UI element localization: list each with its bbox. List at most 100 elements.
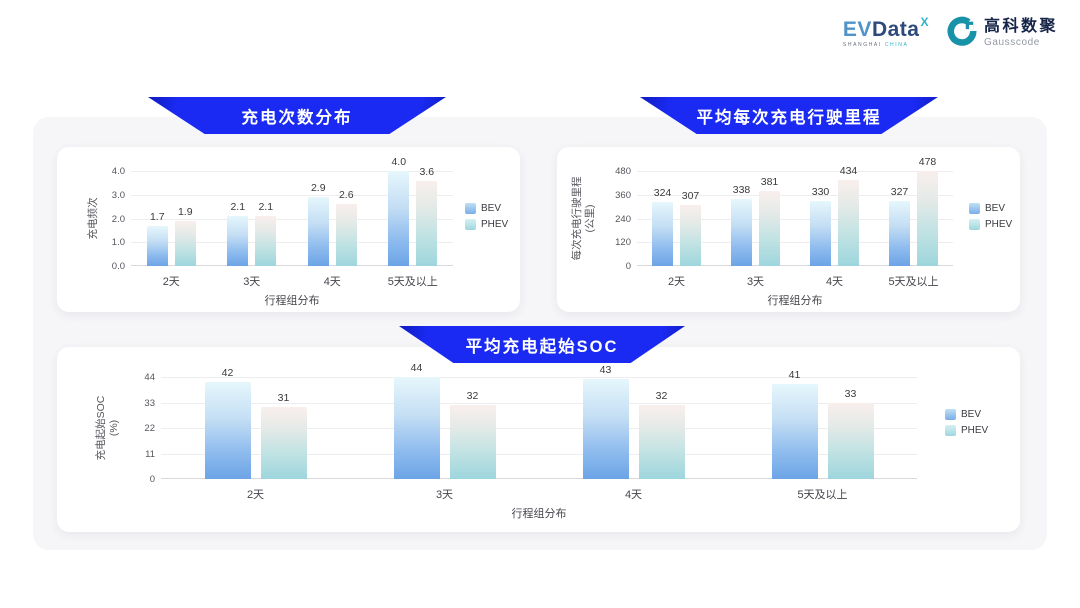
x-category-label: 5天及以上 bbox=[387, 276, 438, 288]
evdata-subtext-china: CHINA bbox=[884, 42, 909, 48]
bar-phev bbox=[827, 402, 874, 479]
gausscode-icon bbox=[947, 16, 977, 51]
legend-item-bev: BEV bbox=[465, 203, 508, 214]
x-category-label: 4天 bbox=[624, 489, 643, 501]
legend-item-phev: PHEV bbox=[465, 219, 508, 230]
gausscode-en-name: Gausscode bbox=[983, 37, 1040, 48]
legend-swatch-phev bbox=[969, 219, 980, 230]
bar-bev bbox=[227, 216, 249, 266]
legend-item-phev: PHEV bbox=[969, 219, 1012, 230]
bar-value-label: 2.1 bbox=[230, 201, 246, 214]
bar-phev bbox=[838, 180, 859, 266]
x-axis-baseline bbox=[131, 265, 453, 266]
y-tick-label: 22 bbox=[144, 423, 155, 434]
bar-value-label: 2.6 bbox=[338, 189, 354, 202]
x-category-label: 2天 bbox=[667, 276, 686, 288]
legend-label: BEV bbox=[985, 203, 1006, 214]
y-axis-label: 每次充电行驶里程 (公里) bbox=[571, 149, 597, 288]
bar-value-label: 44 bbox=[410, 362, 423, 374]
x-category-label: 3天 bbox=[435, 489, 454, 501]
bar-value-label: 2.1 bbox=[258, 201, 274, 214]
bar-bev bbox=[204, 381, 251, 479]
x-category-label: 2天 bbox=[246, 489, 265, 501]
plot-area: 1.7 1.9 2.1 2.1 2.9 2.6 4.0 3.6 bbox=[131, 156, 453, 266]
y-tick-label: 0 bbox=[149, 474, 155, 485]
y-tick-label: 0 bbox=[625, 261, 631, 272]
plot-area: 42 31 44 32 43 32 41 33 bbox=[161, 362, 917, 479]
legend-label: BEV bbox=[961, 409, 982, 420]
bar-phev bbox=[416, 180, 438, 266]
legend: BEV PHEV bbox=[945, 409, 988, 436]
x-axis-label: 行程组分布 bbox=[264, 295, 320, 307]
bar-value-label: 478 bbox=[918, 156, 937, 169]
y-tick-label: 240 bbox=[615, 213, 631, 225]
y-tick-label: 2.0 bbox=[111, 213, 125, 225]
y-tick-label: 3.0 bbox=[111, 189, 125, 201]
evdata-x-superscript: X bbox=[920, 15, 929, 29]
bar-value-label: 327 bbox=[890, 186, 909, 199]
bar-value-label: 41 bbox=[788, 368, 801, 381]
evdata-ev-text: EV bbox=[842, 18, 872, 41]
bar-bev bbox=[652, 201, 673, 266]
bar-bev bbox=[582, 379, 629, 479]
bar-value-label: 1.9 bbox=[177, 205, 193, 218]
legend: BEV PHEV bbox=[465, 203, 508, 230]
gridline bbox=[161, 453, 917, 455]
gridline bbox=[131, 171, 453, 172]
y-axis-label-line2: (公里) bbox=[584, 204, 596, 233]
banner-charging-count: 充电次数分布 bbox=[148, 97, 446, 134]
bar-bev bbox=[889, 201, 910, 266]
banner-title: 充电次数分布 bbox=[241, 108, 353, 127]
bar-value-label: 33 bbox=[844, 387, 857, 400]
y-tick-label: 480 bbox=[615, 166, 631, 177]
evdata-subtext: SHANGHAI CHINA bbox=[843, 43, 908, 48]
legend-label: BEV bbox=[481, 203, 502, 214]
bar-value-label: 32 bbox=[466, 389, 479, 402]
gridline bbox=[637, 218, 953, 220]
y-tick-label: 360 bbox=[615, 189, 631, 201]
x-axis-label: 行程组分布 bbox=[511, 508, 567, 520]
banner-title: 平均充电起始SOC bbox=[465, 337, 619, 356]
banner-avg-mileage: 平均每次充电行驶里程 bbox=[640, 97, 938, 134]
evdata-data-text: Data bbox=[871, 18, 920, 41]
bar-phev bbox=[335, 204, 357, 266]
bar-phev bbox=[449, 404, 496, 479]
bar-phev bbox=[680, 205, 701, 266]
bar-value-label: 31 bbox=[277, 392, 290, 405]
evdata-subtext-shanghai: SHANGHAI bbox=[842, 42, 882, 48]
bar-bev bbox=[731, 199, 752, 266]
legend-label: PHEV bbox=[961, 425, 989, 436]
y-axis-label-line1: 充电起始SOC bbox=[95, 395, 107, 461]
gridline bbox=[161, 402, 917, 404]
x-category-label: 2天 bbox=[162, 276, 180, 288]
bar-phev bbox=[174, 220, 196, 266]
x-axis-label: 行程组分布 bbox=[767, 295, 823, 307]
gridline bbox=[161, 377, 917, 378]
bar-phev bbox=[255, 216, 277, 266]
chart-card-avg-mileage: 每次充电行驶里程 (公里) 324 307 338 381 330 434 327 478 0 120… bbox=[557, 147, 1020, 312]
legend-item-bev: BEV bbox=[969, 203, 1012, 214]
gausscode-logo: 高科数聚 Gausscode bbox=[947, 16, 1058, 51]
y-tick-label: 120 bbox=[615, 237, 631, 249]
y-tick-label: 11 bbox=[145, 448, 155, 460]
bar-bev bbox=[388, 171, 410, 266]
gridline bbox=[637, 194, 953, 196]
x-category-label: 3天 bbox=[746, 276, 765, 288]
gridline bbox=[131, 218, 453, 220]
bar-value-label: 42 bbox=[221, 366, 234, 379]
banner-title: 平均每次充电行驶里程 bbox=[696, 108, 882, 127]
y-axis-label: 充电起始SOC (%) bbox=[95, 355, 121, 501]
bar-value-label: 1.7 bbox=[149, 210, 165, 223]
bar-value-label: 434 bbox=[839, 165, 858, 178]
bar-phev bbox=[917, 171, 938, 266]
bar-value-label: 381 bbox=[760, 175, 779, 188]
header-logos: EV Data X SHANGHAI CHINA 高科数聚 Gausscode bbox=[843, 16, 1058, 51]
y-tick-label: 44 bbox=[144, 372, 155, 383]
x-axis-baseline bbox=[637, 265, 953, 266]
chart-card-charging-count: 充电频次 1.7 1.9 2.1 2.1 2.9 2.6 4.0 3.6 0.0 1.0 2.0 3.0… bbox=[57, 147, 520, 312]
bar-value-label: 3.6 bbox=[419, 165, 435, 178]
bar-bev bbox=[771, 383, 818, 479]
evdata-logo: EV Data X SHANGHAI CHINA bbox=[842, 15, 929, 48]
legend-item-phev: PHEV bbox=[945, 425, 988, 436]
bar-phev bbox=[260, 407, 307, 479]
